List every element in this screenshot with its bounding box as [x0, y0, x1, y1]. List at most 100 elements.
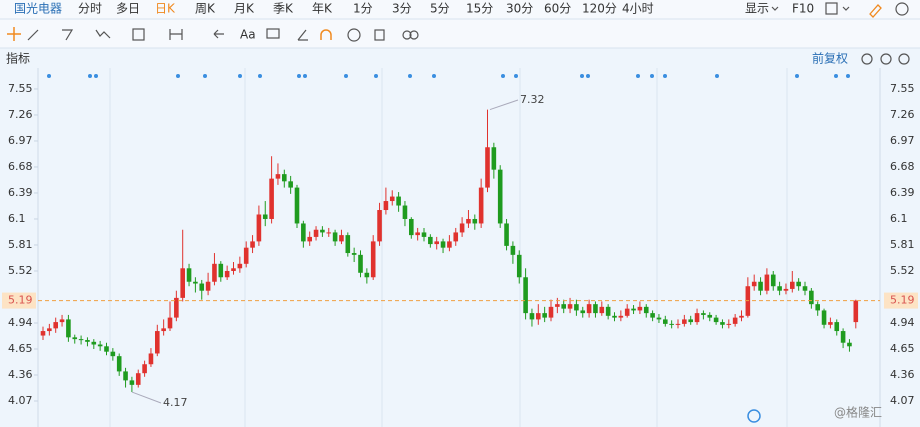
event-marker[interactable] [258, 74, 262, 78]
candle-body [237, 263, 243, 269]
candle-body [256, 214, 262, 242]
candle-body [675, 323, 681, 325]
candle-body [497, 169, 503, 224]
y-tick-label: 5.81 [8, 238, 33, 251]
period-tab[interactable]: 周K [195, 2, 216, 16]
event-marker[interactable] [94, 74, 98, 78]
y-tick-label: 6.1 [8, 212, 26, 225]
candle-body [688, 319, 693, 323]
event-marker[interactable] [47, 74, 51, 78]
candle-body [269, 178, 274, 219]
dropdown-icon[interactable] [771, 6, 779, 11]
candle-body [713, 317, 719, 323]
candle-body [40, 331, 46, 336]
candle-body [434, 241, 439, 245]
y-tick-label-right: 5.52 [890, 264, 915, 277]
period-tab[interactable]: 30分 [506, 2, 533, 16]
period-tab[interactable]: 1分 [353, 2, 373, 16]
candle-body [777, 286, 782, 291]
annotation-label: 7.32 [520, 93, 545, 106]
period-tab[interactable]: 4小时 [622, 2, 654, 16]
event-marker[interactable] [514, 74, 518, 78]
period-tab[interactable]: 120分 [582, 2, 617, 16]
text-tool[interactable]: Aa [240, 28, 256, 42]
period-tab[interactable]: 15分 [466, 2, 493, 16]
event-marker[interactable] [238, 74, 242, 78]
event-marker[interactable] [586, 74, 590, 78]
locate-icon[interactable] [747, 409, 761, 423]
channel-tool[interactable] [62, 29, 74, 41]
event-marker[interactable] [344, 74, 348, 78]
event-marker[interactable] [795, 74, 799, 78]
event-marker[interactable] [176, 74, 180, 78]
hide-tool[interactable] [347, 28, 361, 42]
link-tool[interactable] [402, 30, 412, 40]
event-marker[interactable] [297, 74, 301, 78]
candle-body [478, 187, 484, 224]
event-marker[interactable] [580, 74, 584, 78]
event-marker[interactable] [88, 74, 92, 78]
magnet-tool[interactable] [320, 29, 332, 40]
period-tab[interactable]: 年K [312, 2, 333, 16]
candle-body [78, 339, 84, 341]
note-tool[interactable] [266, 28, 280, 39]
period-tab[interactable]: 日K [155, 2, 176, 16]
candle-body [231, 268, 236, 271]
event-marker[interactable] [432, 74, 436, 78]
fib-tool[interactable] [132, 28, 145, 41]
wave-tool[interactable] [95, 29, 111, 39]
event-marker[interactable] [715, 74, 719, 78]
indicator-label[interactable]: 指标 [6, 51, 30, 66]
event-marker[interactable] [501, 74, 505, 78]
square-icon[interactable] [825, 2, 838, 15]
period-tab[interactable]: 多日 [116, 2, 140, 16]
period-tab[interactable]: 分时 [78, 2, 102, 16]
f10-button[interactable]: F10 [792, 2, 814, 16]
event-marker[interactable] [303, 74, 307, 78]
candle-body [332, 232, 338, 242]
candle-body [783, 288, 789, 291]
event-marker[interactable] [636, 74, 640, 78]
candle-body [85, 340, 90, 342]
angle-tool[interactable] [297, 29, 308, 41]
event-marker[interactable] [374, 74, 378, 78]
candle-body [66, 319, 71, 338]
event-marker[interactable] [203, 74, 207, 78]
event-marker[interactable] [834, 74, 838, 78]
stock-name[interactable]: 国光电器 [14, 2, 62, 16]
settings-icon[interactable] [895, 2, 909, 16]
adjust-label[interactable]: 前复权 [812, 51, 848, 66]
candle-body [466, 218, 471, 224]
line-tool[interactable] [27, 29, 39, 41]
candle-body [840, 331, 846, 343]
reset-icon[interactable] [861, 53, 873, 65]
vertical-grid [47, 68, 850, 427]
candle-body [631, 308, 636, 311]
y-tick-label: 7.55 [8, 82, 33, 95]
range-tool[interactable] [169, 29, 183, 40]
period-tab[interactable]: 3分 [392, 2, 412, 16]
period-tab[interactable]: 季K [273, 2, 294, 16]
toolbar-bg [0, 0, 920, 48]
dropdown-icon[interactable] [842, 6, 850, 11]
event-marker[interactable] [663, 74, 667, 78]
period-tab[interactable]: 5分 [430, 2, 450, 16]
zoom-in[interactable] [898, 53, 910, 65]
event-marker[interactable] [650, 74, 654, 78]
annotation-leader [489, 99, 519, 111]
display-menu[interactable]: 显示 [745, 2, 769, 16]
candle-body [53, 322, 58, 329]
candle-body [428, 236, 433, 245]
event-marker[interactable] [846, 74, 850, 78]
event-marker[interactable] [408, 74, 412, 78]
draw-icon[interactable] [869, 4, 882, 18]
period-tab[interactable]: 60分 [544, 2, 571, 16]
candle-body [262, 214, 268, 219]
candle-body [313, 229, 319, 237]
period-tab[interactable]: 月K [234, 2, 255, 16]
link-tool[interactable] [409, 30, 419, 40]
move-icon[interactable] [7, 27, 21, 41]
zoom-out[interactable] [880, 53, 892, 65]
arrow-tool[interactable] [213, 29, 224, 39]
delete-tool[interactable] [374, 29, 385, 41]
